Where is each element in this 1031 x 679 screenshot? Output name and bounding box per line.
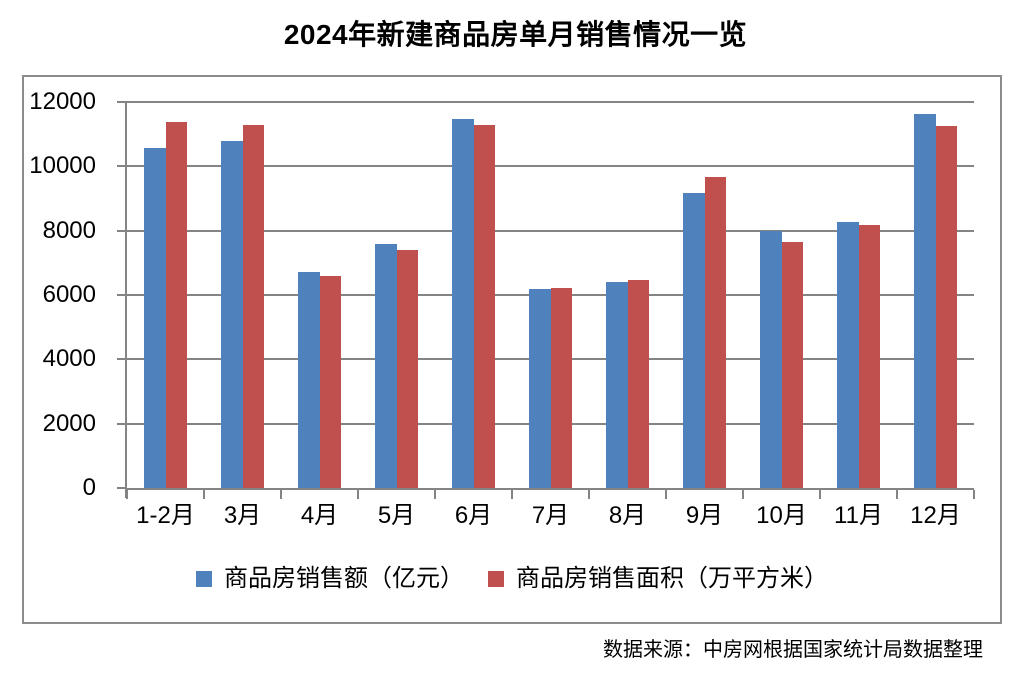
- y-tick: [117, 229, 127, 232]
- y-axis-label: 12000: [29, 88, 96, 115]
- legend-label-sales-area: 商品房销售面积（万平方米）: [516, 566, 828, 592]
- legend: 商品房销售额（亿元） 商品房销售面积（万平方米）: [24, 566, 1000, 592]
- x-tick: [357, 490, 359, 499]
- x-axis-label: 10月: [756, 502, 807, 529]
- bar-sales-amount-6月: [452, 119, 474, 488]
- y-tick: [117, 422, 127, 425]
- y-axis-label: 6000: [42, 281, 96, 308]
- x-tick: [973, 490, 975, 499]
- bar-sales-area-11月: [858, 224, 880, 488]
- bar-sales-amount-10月: [760, 231, 782, 488]
- source-note: 数据来源：中房网根据国家统计局数据整理: [603, 639, 983, 661]
- bar-sales-amount-1-2月: [144, 148, 166, 488]
- y-axis-label: 4000: [42, 345, 96, 373]
- bar-sales-area-7月: [550, 287, 572, 488]
- bar-sales-area-3月: [242, 124, 264, 488]
- y-axis-label: 10000: [29, 152, 96, 180]
- y-axis-label: 8000: [42, 216, 96, 244]
- y-axis-label: 0: [82, 474, 96, 501]
- bar-sales-area-6月: [473, 125, 495, 488]
- legend-label-sales-amount: 商品房销售额（亿元）: [224, 566, 464, 592]
- legend-swatch-sales-amount: [196, 571, 212, 587]
- chart-title: 2024年新建商品房单月销售情况一览: [283, 19, 748, 50]
- x-axis-line: [125, 488, 974, 490]
- x-tick: [511, 490, 513, 499]
- x-axis-label: 4月: [300, 502, 339, 529]
- y-tick: [117, 101, 127, 103]
- x-axis-label: 1-2月: [136, 502, 195, 529]
- x-axis-label: 3月: [223, 502, 262, 529]
- legend-swatch-sales-area: [488, 571, 504, 587]
- x-tick: [126, 490, 128, 499]
- bar-sales-amount-3月: [221, 140, 243, 488]
- y-axis-line: [125, 101, 127, 498]
- x-axis-label: 11月: [834, 502, 883, 529]
- bar-sales-area-8月: [627, 280, 649, 488]
- bar-sales-area-9月: [704, 176, 726, 488]
- x-tick: [819, 490, 821, 499]
- bar-sales-amount-9月: [683, 193, 705, 488]
- chart-area: 商品房销售额（亿元） 商品房销售面积（万平方米） 0 2000 4000 6000 80…: [22, 75, 1002, 624]
- y-axis-label: 2000: [42, 409, 96, 437]
- bar-sales-area-1-2月: [165, 122, 187, 488]
- bar-sales-amount-8月: [606, 282, 628, 488]
- bar-sales-amount-7月: [529, 288, 551, 488]
- x-tick: [665, 490, 667, 499]
- gridline: [127, 229, 974, 232]
- x-axis-label: 12月: [910, 502, 961, 529]
- x-axis-label: 9月: [685, 502, 724, 529]
- y-tick: [117, 358, 127, 361]
- x-tick: [203, 490, 205, 499]
- x-axis-label: 8月: [608, 502, 647, 529]
- x-tick: [280, 490, 282, 499]
- bar-sales-amount-4月: [298, 272, 320, 488]
- bar-sales-area-10月: [781, 242, 803, 488]
- x-tick: [896, 490, 898, 499]
- bar-sales-area-12月: [935, 125, 957, 488]
- x-tick: [588, 490, 590, 499]
- y-tick: [117, 294, 127, 296]
- bar-sales-area-4月: [319, 276, 341, 488]
- y-tick: [117, 487, 127, 489]
- gridline: [127, 165, 974, 168]
- x-axis-label: 5月: [377, 502, 416, 529]
- gridline: [127, 101, 974, 103]
- x-tick: [434, 490, 436, 499]
- bar-sales-area-5月: [396, 250, 418, 488]
- x-axis-label: 6月: [454, 502, 493, 529]
- bar-sales-amount-12月: [914, 114, 936, 488]
- x-axis-label: 7月: [531, 502, 570, 529]
- y-tick: [117, 165, 127, 168]
- x-tick: [742, 490, 744, 499]
- bar-sales-amount-11月: [837, 221, 859, 488]
- bar-sales-amount-5月: [375, 243, 397, 488]
